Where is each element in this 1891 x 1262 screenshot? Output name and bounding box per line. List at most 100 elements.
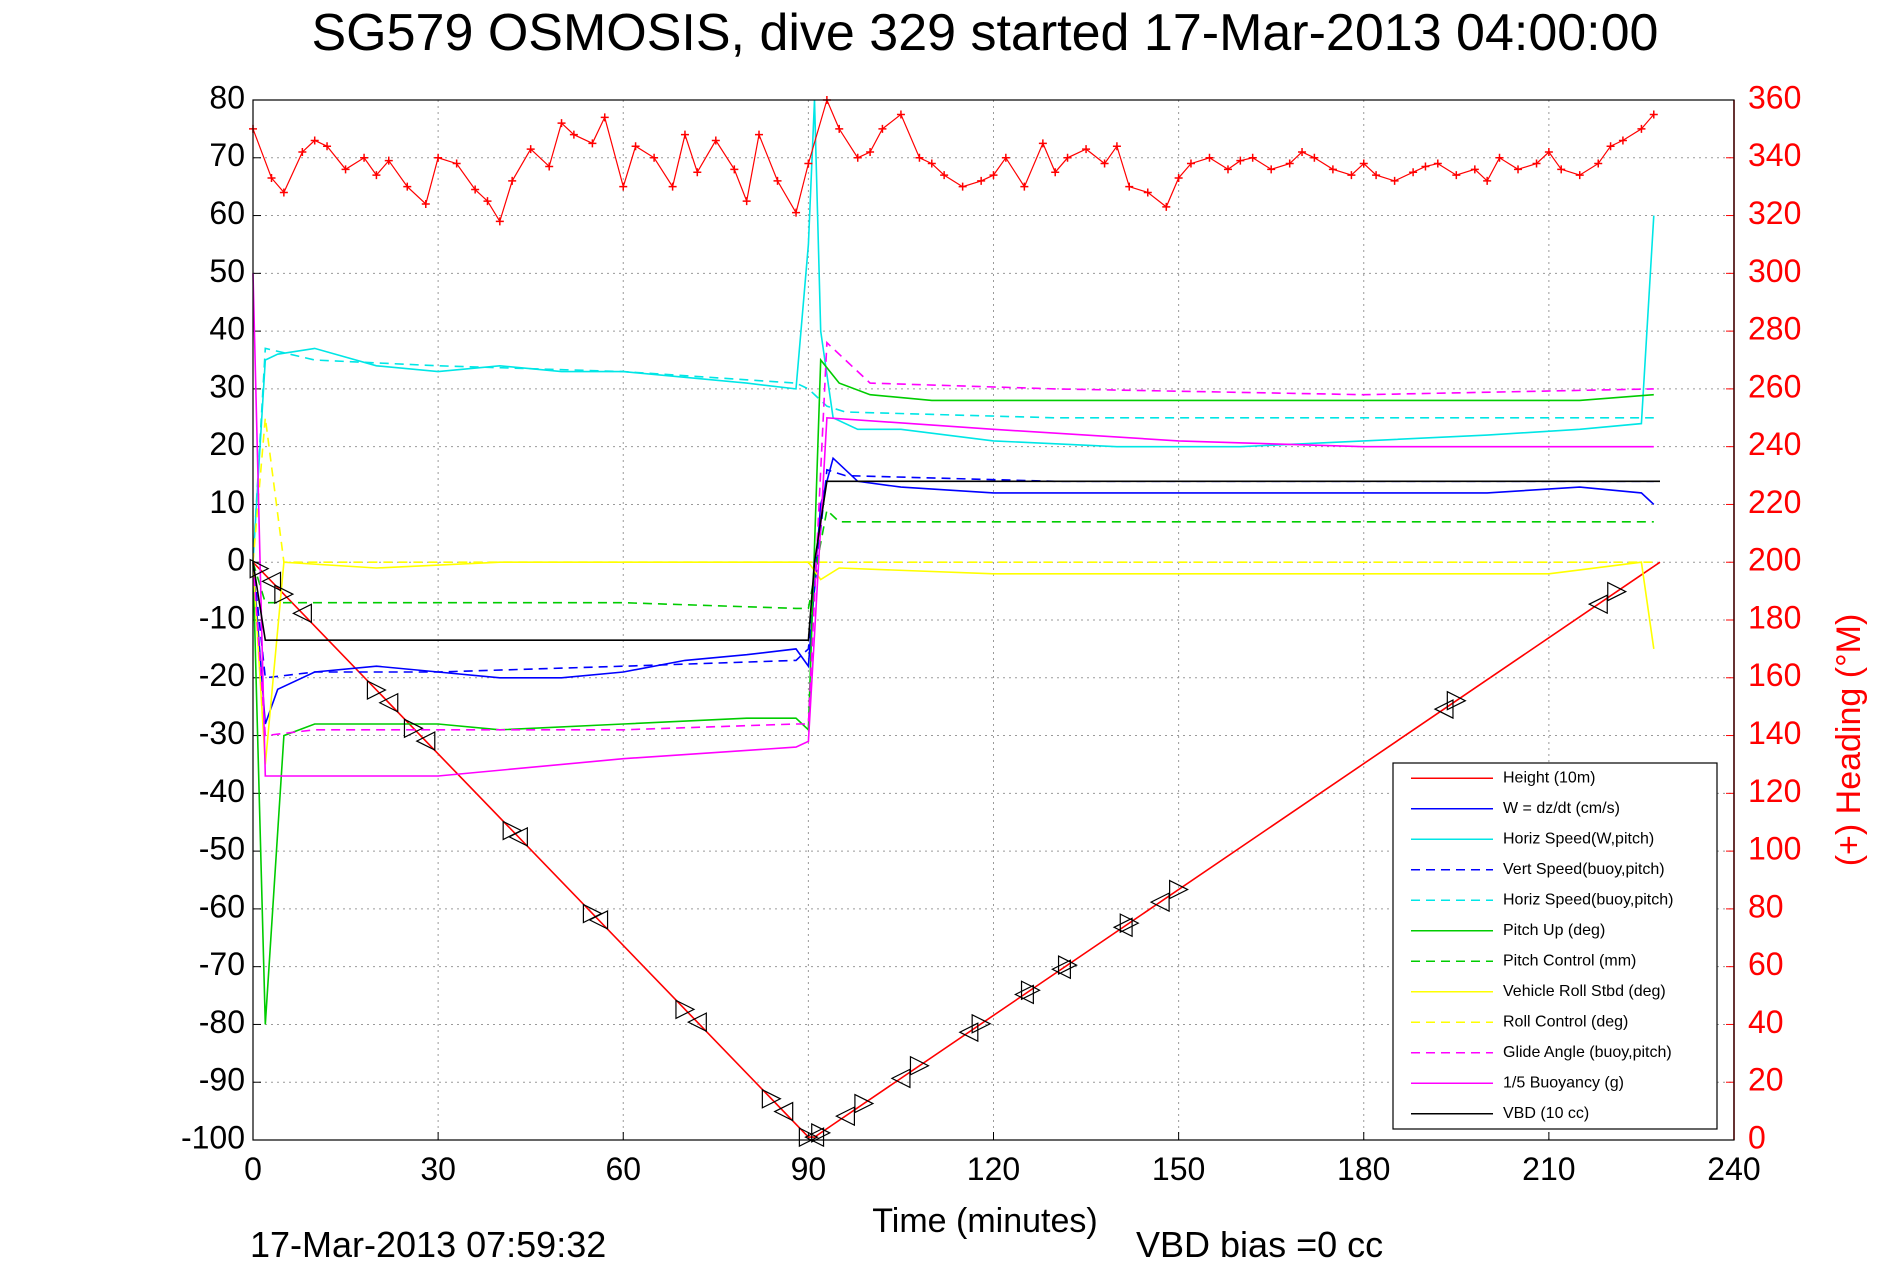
y-tick-label: 10 (209, 484, 245, 520)
heading-marker (1082, 145, 1091, 154)
legend: Height (10m) W = dz/dt (cm/s) Horiz Speed(… (1392, 762, 1718, 1130)
heading-marker (835, 124, 844, 133)
heading-marker (773, 176, 782, 185)
sample-marker (811, 1122, 832, 1143)
heading-marker (989, 171, 998, 180)
heading-marker (557, 119, 566, 128)
heading-marker (940, 171, 949, 180)
chart-title: SG579 OSMOSIS, dive 329 started 17-Mar-2… (312, 4, 1659, 62)
y-tick-label: -80 (199, 1004, 245, 1040)
y-tick-label: -10 (199, 599, 245, 635)
heading-marker (1051, 168, 1060, 177)
sample-marker (909, 1055, 930, 1076)
footer-timestamp: 17-Mar-2013 07:59:32 (250, 1224, 606, 1262)
heading-marker (1267, 165, 1276, 174)
heading-marker (1063, 153, 1072, 162)
y2-tick-label: 60 (1748, 946, 1784, 982)
legend-entry: Pitch Up (deg) (1503, 922, 1605, 939)
legend-entry: Height (10m) (1503, 769, 1595, 786)
sample-marker (958, 1022, 979, 1043)
heading-marker (878, 124, 887, 133)
heading-marker (341, 165, 350, 174)
series-layer (252, 99, 1661, 1138)
x-tick-label: 240 (1707, 1151, 1760, 1187)
y2-tick-label: 20 (1748, 1062, 1784, 1098)
heading-marker (1514, 165, 1523, 174)
y2-tick-label: 120 (1748, 773, 1801, 809)
heading-marker (1390, 176, 1399, 185)
legend-entry: VBD (10 cc) (1503, 1105, 1589, 1122)
legend-entry: Glide Angle (buoy,pitch) (1503, 1044, 1672, 1061)
sample-marker (1169, 879, 1189, 900)
legend-entry: W = dz/dt (cm/s) (1503, 800, 1620, 817)
heading-marker (434, 153, 443, 162)
x-axis-ticks: 0 30 60 90 120 150 180 210 240 (244, 1132, 1761, 1187)
heading-marker (452, 159, 461, 168)
heading-marker (360, 153, 369, 162)
y2-tick-label: 320 (1748, 195, 1801, 231)
heading-marker (1112, 142, 1121, 151)
heading-marker (1285, 159, 1294, 168)
heading-marker (915, 153, 924, 162)
series-line-2 (252, 99, 1655, 563)
heading-marker (680, 130, 689, 139)
heading-markers (249, 96, 1658, 226)
heading-marker (403, 182, 412, 191)
y2-tick-label: 300 (1748, 253, 1801, 289)
y2-tick-label: 80 (1748, 888, 1784, 924)
y-tick-label: -70 (199, 946, 245, 982)
heading-marker (526, 145, 535, 154)
x-axis-label: Time (minutes) (872, 1202, 1097, 1240)
sample-marker (1051, 959, 1071, 980)
y-tick-label: -40 (199, 773, 245, 809)
sample-marker (835, 1106, 855, 1127)
y-tick-label: 60 (209, 195, 245, 231)
legend-entry: Roll Control (deg) (1503, 1013, 1628, 1030)
heading-marker (323, 142, 332, 151)
y2-tick-label: 40 (1748, 1004, 1784, 1040)
series-line-8 (252, 417, 1654, 564)
heading-marker (600, 113, 609, 122)
heading-marker (1125, 182, 1134, 191)
heading-marker (742, 197, 751, 206)
sample-marker (761, 1088, 782, 1109)
sample-marker (675, 999, 696, 1020)
sample-marker (890, 1068, 911, 1089)
sample-marker (403, 718, 424, 739)
sample-markers (249, 558, 1628, 1148)
sample-marker (292, 603, 312, 624)
y-tick-label: 40 (209, 311, 245, 347)
heading-marker (279, 188, 288, 197)
heading-marker (267, 174, 276, 182)
x-tick-label: 210 (1522, 1151, 1575, 1187)
heading-marker (730, 165, 739, 174)
y2-tick-label: 340 (1748, 137, 1801, 173)
y-tick-label: -60 (199, 888, 245, 924)
sample-marker (508, 826, 528, 847)
sample-marker (804, 1127, 825, 1148)
heading-marker (1557, 165, 1566, 174)
y-tick-label: 80 (209, 79, 245, 115)
y2-tick-label: 220 (1748, 484, 1801, 520)
heading-marker (711, 136, 720, 145)
y-tick-label: -30 (199, 715, 245, 751)
heading-marker (631, 142, 640, 151)
heading-marker (1001, 153, 1010, 162)
heading-marker (1205, 153, 1214, 162)
heading-marker (310, 136, 319, 145)
heading-marker (1347, 171, 1356, 180)
sample-marker (1014, 984, 1034, 1005)
sample-marker (1446, 690, 1467, 711)
heading-marker (1038, 139, 1047, 148)
y-tick-label: 50 (209, 253, 245, 289)
legend-box (1392, 762, 1718, 1130)
heading-marker (298, 148, 307, 156)
x-tick-label: 30 (420, 1151, 456, 1187)
heading-marker (619, 182, 628, 191)
sample-marker (1057, 955, 1078, 976)
series-line-4 (252, 347, 1654, 563)
y2-tick-label: 240 (1748, 426, 1801, 462)
heading-marker (853, 153, 862, 162)
series-line-9 (252, 340, 1654, 737)
x-tick-label: 90 (791, 1151, 827, 1187)
